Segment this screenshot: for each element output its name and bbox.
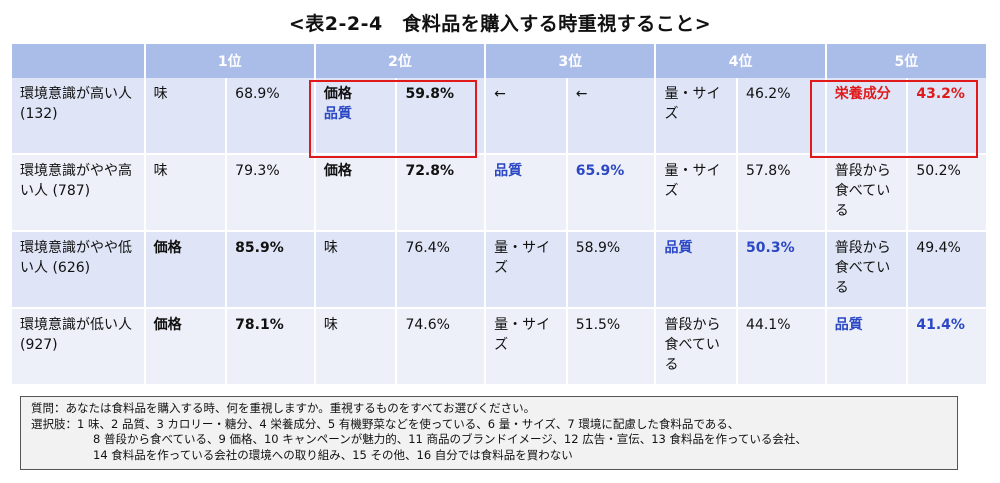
rank-percent: 78.1%	[226, 308, 316, 386]
rank-item: 量・サイズ	[485, 308, 568, 386]
rank-item: 価格	[314, 154, 398, 232]
same-as-left-arrow: ←	[485, 78, 568, 155]
header-rank-4: 4位	[655, 44, 827, 78]
rank-percent: 79.3%	[226, 154, 316, 232]
rank-percent: 68.9%	[226, 78, 316, 155]
row-label: 環境意識がやや低い人 (626)	[12, 231, 146, 309]
row-label: 環境意識が低い人 (927)	[12, 308, 146, 386]
rank-item: 味	[314, 308, 398, 386]
table-row: 環境意識がやや低い人 (626) 価格 85.9% 味 76.4% 量・サイズ …	[12, 231, 988, 309]
header-rank-1: 1位	[144, 44, 316, 78]
header-row: 1位 2位 3位 4位 5位	[12, 44, 989, 78]
rank-item-secondary: 品質	[323, 106, 352, 122]
rank-percent: 72.8%	[396, 154, 487, 232]
rank-percent: 85.9%	[226, 231, 316, 309]
header-rank-5: 5位	[825, 44, 989, 78]
same-as-left-arrow: ←	[566, 78, 657, 155]
rank-item: 普段から食べている	[825, 154, 909, 232]
rank-percent: 65.9%	[566, 154, 657, 232]
rank-item-primary: 価格	[323, 86, 352, 102]
survey-choices-line-1: 選択肢：1 味、2 品質、3 カロリー・糖分、4 栄養成分、5 有機野菜などを使…	[31, 416, 740, 431]
ranking-table: 1位 2位 3位 4位 5位 環境意識が高い人 (132) 味 68.9% 価格…	[12, 44, 989, 386]
rank-percent: 50.2%	[907, 154, 988, 232]
rank-item: 価格	[144, 231, 228, 309]
highlight-box-rank2	[309, 80, 477, 158]
rank-percent: 57.8%	[737, 154, 827, 232]
survey-choices-line-3: 14 食料品を作っている会社の環境への取り組み、15 その他、16 自分では食料…	[93, 447, 573, 462]
rank-item: 味	[144, 154, 228, 232]
rank-item: 普段から食べている	[825, 231, 909, 309]
rank-item: 価格	[144, 308, 228, 386]
header-blank	[12, 44, 146, 78]
rank-item: 普段から食べている	[655, 308, 739, 386]
rank-item: 品質	[655, 231, 739, 309]
rank-item: 味	[314, 231, 398, 309]
rank-percent: 50.3%	[737, 231, 827, 309]
rank-item: 量・サイズ	[655, 78, 739, 155]
survey-note: 質問：あなたは食料品を購入する時、何を重視しますか。重視するものをすべてお選びく…	[20, 396, 958, 470]
rank-percent: 59.8%	[396, 78, 487, 155]
rank-item: 量・サイズ	[655, 154, 739, 232]
rank-percent: 76.4%	[396, 231, 487, 309]
rank-percent: 44.1%	[737, 308, 827, 386]
rank-percent: 49.4%	[907, 231, 988, 309]
row-label: 環境意識が高い人 (132)	[12, 78, 146, 155]
table-row: 環境意識がやや高い人 (787) 味 79.3% 価格 72.8% 品質 65.…	[12, 154, 988, 232]
table-row: 環境意識が低い人 (927) 価格 78.1% 味 74.6% 量・サイズ 51…	[12, 308, 988, 386]
rank-percent: 74.6%	[396, 308, 487, 386]
survey-question: 質問：あなたは食料品を購入する時、何を重視しますか。重視するものをすべてお選びく…	[31, 401, 536, 415]
highlight-box-rank5	[810, 80, 978, 158]
rank-percent: 58.9%	[566, 231, 657, 309]
rank-percent: 41.4%	[907, 308, 988, 386]
rank-item: 品質	[825, 308, 909, 386]
rank-item: 味	[144, 78, 228, 155]
header-rank-3: 3位	[485, 44, 657, 78]
table-row: 環境意識が高い人 (132) 味 68.9% 価格 品質 59.8% ← ← 量…	[12, 78, 988, 155]
rank-percent: 43.2%	[907, 78, 988, 155]
survey-choices-line-2: 8 普段から食べている、9 価格、10 キャンペーンが魅力的、11 商品のブラン…	[93, 432, 807, 446]
rank-item: 価格 品質	[314, 78, 398, 155]
table-title: <表2-2-4 食料品を購入する時重視すること>	[288, 13, 712, 35]
header-rank-2: 2位	[314, 44, 487, 78]
rank-item: 量・サイズ	[485, 231, 568, 309]
rank-item: 品質	[485, 154, 568, 232]
rank-percent: 51.5%	[566, 308, 657, 386]
row-label: 環境意識がやや高い人 (787)	[12, 154, 146, 232]
rank-item: 栄養成分	[825, 78, 909, 155]
